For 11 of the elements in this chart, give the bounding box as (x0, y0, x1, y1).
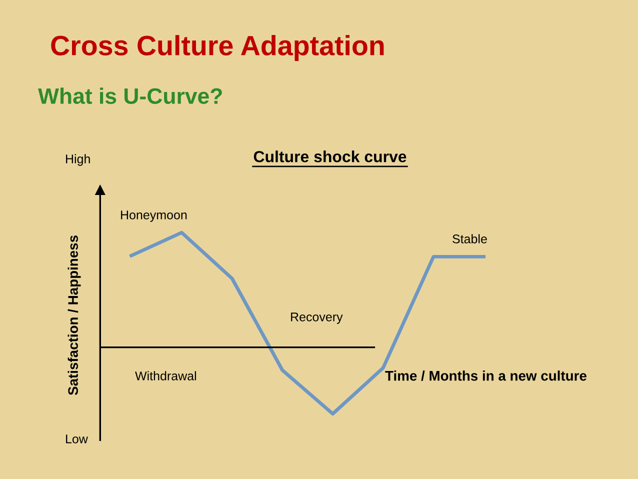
annotation: Recovery (291, 312, 343, 324)
chart-title: Cross Culture Adaptation (51, 35, 384, 61)
text: Honeymoon (121, 210, 187, 222)
text: Low (66, 434, 88, 444)
annotation: Stable (452, 234, 487, 244)
x-axis-title: Time / Months in a new culture (385, 370, 586, 381)
annotation: Withdrawal (135, 371, 196, 380)
text: Culture shock curve (254, 150, 406, 162)
y-axis-title: Satisfaction / Happiness (68, 235, 81, 396)
chart-subtitle: What is U-Curve? (38, 88, 222, 104)
text: High (66, 154, 90, 166)
